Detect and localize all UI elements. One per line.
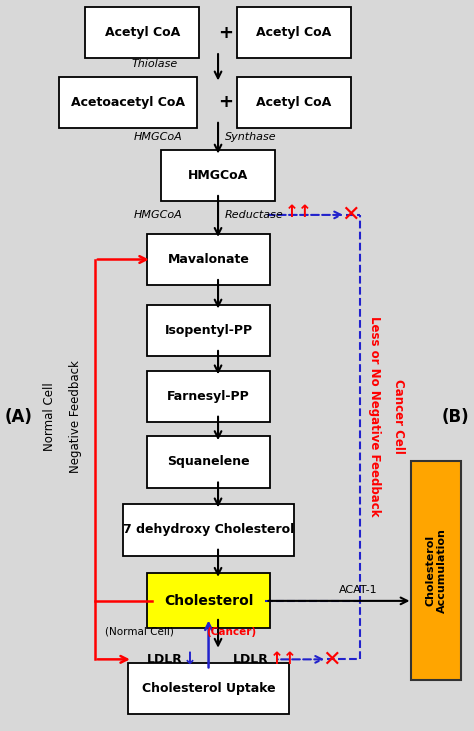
Text: Normal Cell: Normal Cell — [43, 382, 56, 451]
Text: +: + — [218, 94, 233, 111]
FancyBboxPatch shape — [147, 234, 270, 285]
Text: Mavalonate: Mavalonate — [168, 253, 249, 266]
Text: Squanelene: Squanelene — [167, 455, 250, 469]
Text: +: + — [218, 24, 233, 42]
Text: ✕: ✕ — [322, 649, 341, 670]
Text: (B): (B) — [441, 408, 469, 425]
FancyBboxPatch shape — [128, 663, 289, 714]
Text: Less or No Negative Feedback: Less or No Negative Feedback — [368, 317, 381, 517]
Text: LDLR: LDLR — [233, 653, 269, 666]
FancyBboxPatch shape — [237, 77, 351, 128]
Text: ✕: ✕ — [341, 205, 360, 225]
Text: (Normal Cell): (Normal Cell) — [105, 626, 174, 637]
Text: (A): (A) — [5, 408, 33, 425]
Text: Cholesterol Uptake: Cholesterol Uptake — [142, 682, 275, 695]
FancyBboxPatch shape — [147, 305, 270, 356]
Text: 7 dehydroxy Cholesterol: 7 dehydroxy Cholesterol — [123, 523, 294, 537]
FancyBboxPatch shape — [237, 7, 351, 58]
Text: Cholesterol
Accumulation: Cholesterol Accumulation — [425, 528, 447, 613]
Text: Negative Feedback: Negative Feedback — [69, 360, 82, 473]
Text: Acetyl CoA: Acetyl CoA — [256, 26, 331, 39]
Text: Synthase: Synthase — [225, 132, 277, 143]
FancyBboxPatch shape — [147, 371, 270, 422]
Text: ↑↑: ↑↑ — [284, 203, 312, 221]
FancyBboxPatch shape — [85, 7, 199, 58]
Text: Acetoacetyl CoA: Acetoacetyl CoA — [71, 96, 185, 109]
FancyBboxPatch shape — [411, 461, 461, 680]
FancyBboxPatch shape — [147, 436, 270, 488]
Text: Isopentyl-PP: Isopentyl-PP — [164, 324, 253, 337]
Text: Reductase: Reductase — [225, 210, 284, 220]
Text: LDLR: LDLR — [146, 653, 182, 666]
Text: Cancer Cell: Cancer Cell — [392, 379, 405, 454]
FancyBboxPatch shape — [59, 77, 197, 128]
Text: ACAT-1: ACAT-1 — [338, 585, 377, 595]
Text: HMGCoA: HMGCoA — [188, 169, 248, 182]
Text: Thiolase: Thiolase — [131, 59, 178, 69]
Text: Farnesyl-PP: Farnesyl-PP — [167, 390, 250, 403]
Text: ↓: ↓ — [182, 651, 196, 668]
Text: Cholesterol: Cholesterol — [164, 594, 253, 608]
FancyBboxPatch shape — [147, 573, 270, 629]
Text: (Cancer): (Cancer) — [206, 626, 256, 637]
Text: Acetyl CoA: Acetyl CoA — [105, 26, 180, 39]
FancyBboxPatch shape — [123, 504, 294, 556]
Text: HMGCoA: HMGCoA — [134, 132, 182, 143]
Text: HMGCoA: HMGCoA — [134, 210, 182, 220]
Text: Acetyl CoA: Acetyl CoA — [256, 96, 331, 109]
Text: ↑↑: ↑↑ — [270, 651, 298, 668]
FancyBboxPatch shape — [161, 150, 275, 201]
